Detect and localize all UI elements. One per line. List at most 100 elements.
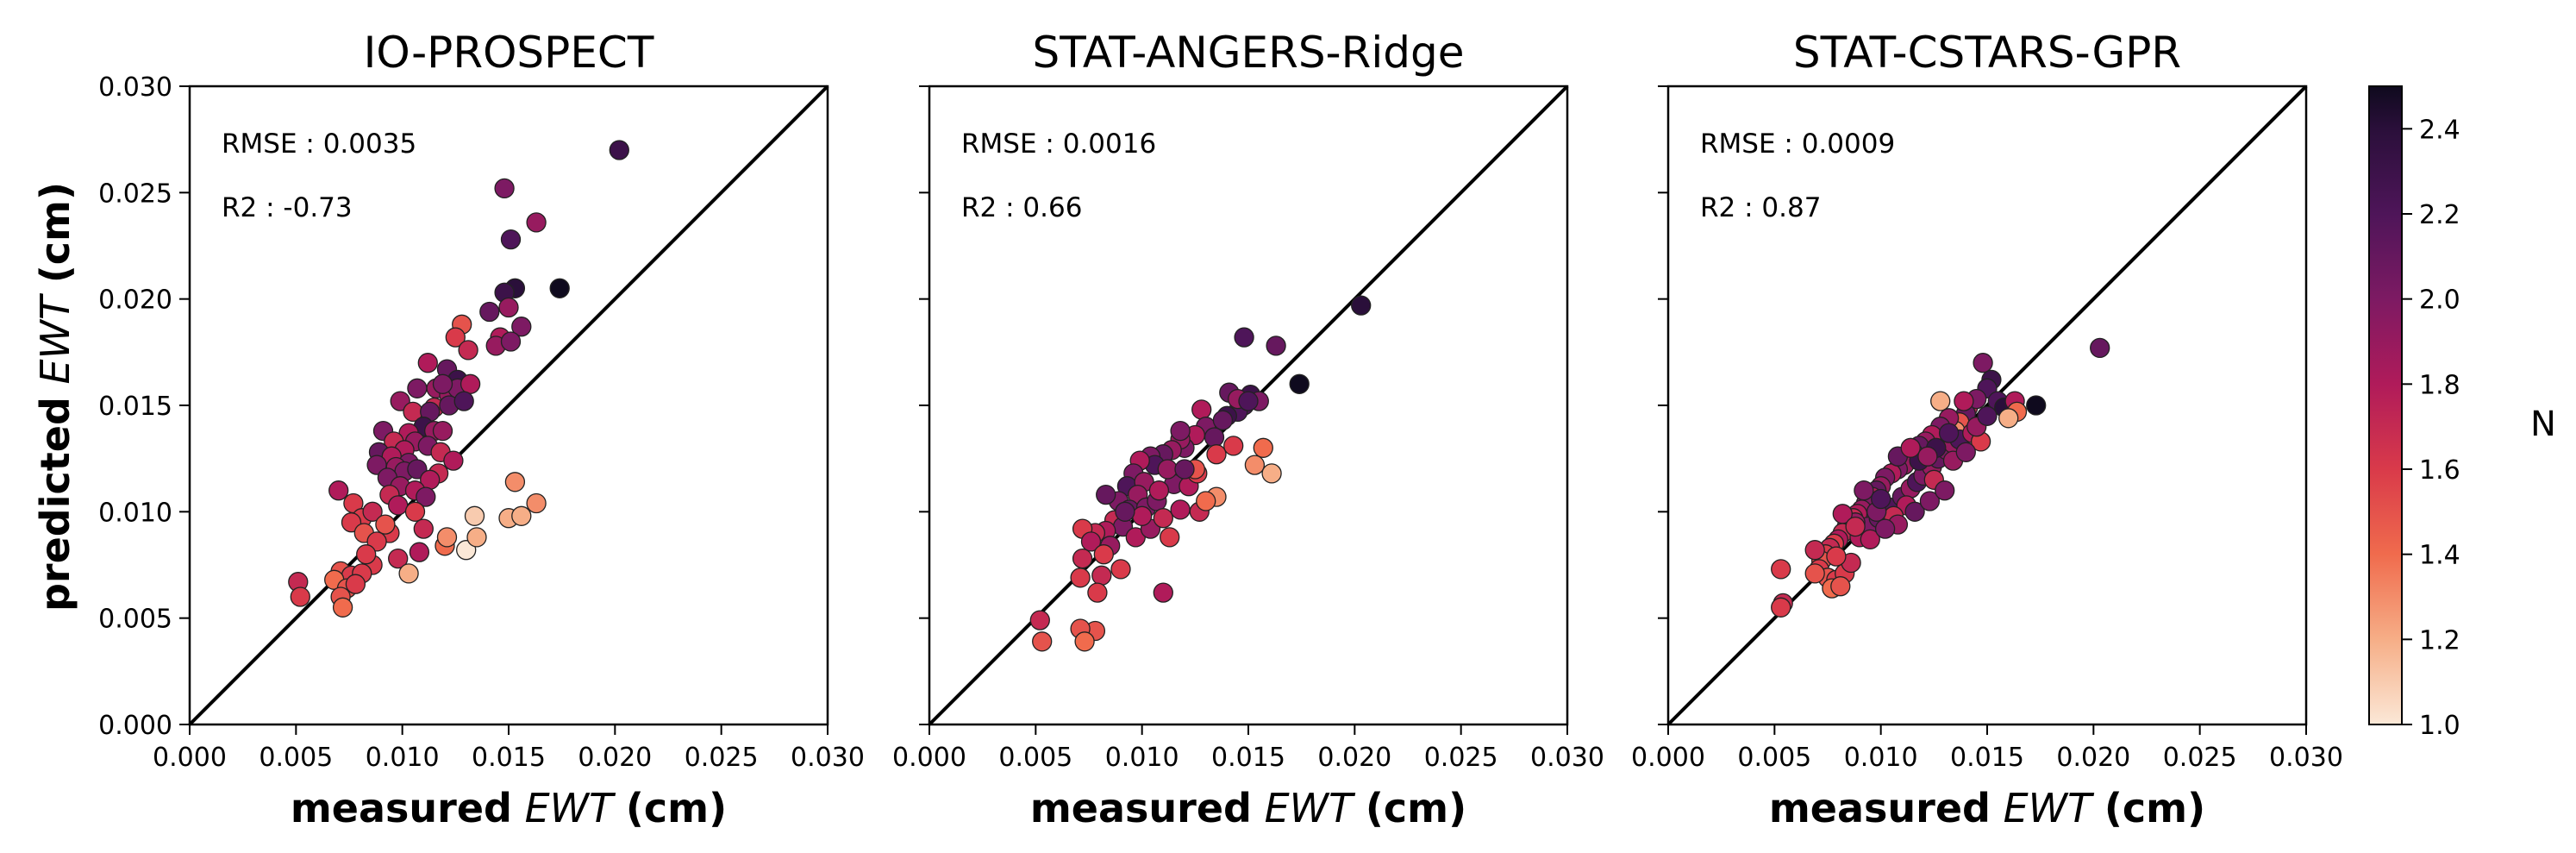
scatter-panel-3: 0.000 0.005 0.010 0.015 0.020 0.025 0.030 STAT-…: [1631, 28, 2343, 831]
y-tick-label: 0.000: [98, 711, 172, 741]
data-point: [432, 420, 453, 442]
data-point: [1826, 546, 1847, 567]
x-axis-label-var: EWT: [525, 785, 617, 831]
colorbar-tick-label: 1.8: [2419, 370, 2460, 400]
data-point: [511, 505, 532, 526]
data-point: [1080, 531, 1102, 552]
colorbar-tick-label: 1.4: [2419, 541, 2460, 571]
data-point: [1153, 582, 1173, 603]
scatter-points: [1771, 337, 2110, 618]
data-point: [549, 278, 570, 298]
x-tick-label: 0.015: [472, 743, 546, 773]
data-point: [1900, 437, 1921, 458]
data-point: [464, 505, 485, 526]
data-point: [526, 492, 547, 514]
y-tick-label: 0.025: [98, 179, 172, 209]
data-point: [526, 212, 547, 233]
data-point: [409, 542, 430, 562]
data-point: [1072, 548, 1093, 569]
data-point: [1148, 480, 1170, 501]
colorbar-tick-label: 1.6: [2419, 455, 2460, 486]
data-point: [1206, 444, 1227, 465]
data-point: [1074, 631, 1095, 652]
x-tick-label: 0.010: [366, 743, 440, 773]
data-point: [1860, 529, 1880, 550]
scatter-points: [288, 140, 629, 618]
y-axis-label-unit: (cm): [32, 182, 78, 283]
data-point: [1244, 455, 1266, 475]
data-point: [1032, 631, 1053, 652]
data-point: [1170, 420, 1191, 442]
data-point: [1261, 463, 1282, 484]
x-tick-label: 0.010: [1844, 743, 1918, 773]
data-point: [1110, 559, 1131, 580]
y-tick-label: 0.005: [98, 605, 172, 635]
data-point: [332, 597, 353, 618]
data-point: [404, 501, 426, 522]
x-tick-label: 0.030: [791, 743, 865, 773]
x-axis-label-bold: measured: [291, 785, 512, 831]
data-point: [290, 586, 310, 607]
data-point: [466, 527, 487, 548]
colorbar-tick-label: 1.2: [2419, 625, 2460, 655]
colorbar-label: N: [2530, 405, 2556, 444]
data-point: [1874, 518, 1896, 539]
x-tick-label: 0.000: [892, 743, 966, 773]
x-axis-label-unit: (cm): [1366, 785, 1466, 831]
x-tick-label: 0.015: [1211, 743, 1285, 773]
data-point: [511, 317, 532, 337]
x-axis-label-unit: (cm): [2104, 785, 2205, 831]
r2-annotation: R2 : 0.87: [1700, 192, 1821, 223]
data-point: [1845, 516, 1866, 537]
data-point: [398, 563, 419, 584]
data-point: [328, 480, 349, 501]
data-point: [1132, 505, 1153, 526]
x-tick-label: 0.000: [1631, 743, 1705, 773]
data-point: [1157, 459, 1178, 480]
x-axis-label-var: EWT: [1265, 785, 1357, 831]
one-to-one-line: [1666, 85, 2308, 726]
data-point: [1917, 446, 1938, 467]
x-axis-label-var: EWT: [2004, 785, 2096, 831]
panel-title: STAT-CSTARS-GPR: [1793, 28, 2181, 78]
data-point: [436, 527, 458, 548]
y-tick-label: 0.030: [98, 72, 172, 103]
data-point: [1196, 491, 1216, 511]
colorbar-ticks: 1.0 1.2 1.4 1.6 1.8 2.0 2.2 2.4: [2402, 115, 2460, 741]
y-tick-label: 0.020: [98, 285, 172, 316]
data-point: [1289, 373, 1310, 394]
data-point: [1091, 565, 1112, 586]
panel-title: IO-PROSPECT: [364, 28, 654, 78]
data-point: [1029, 610, 1050, 630]
data-point: [1804, 563, 1825, 584]
colorbar-tick-label: 2.4: [2419, 115, 2460, 145]
x-tick-label: 0.025: [685, 743, 759, 773]
data-point: [1771, 597, 1791, 618]
data-point: [1266, 336, 1286, 356]
data-point: [1204, 427, 1225, 448]
y-axis-label: predicted EWT (cm): [32, 182, 78, 612]
data-point: [2026, 395, 2047, 416]
data-point: [504, 472, 526, 492]
x-tick-label: 0.030: [2269, 743, 2343, 773]
data-point: [1830, 576, 1851, 597]
y-axis-label-var: EWT: [32, 292, 78, 385]
data-point: [1977, 405, 1998, 426]
data-point: [609, 140, 629, 160]
y-axis-label-bold: predicted: [32, 397, 78, 612]
x-tick-label: 0.010: [1105, 743, 1179, 773]
data-point: [443, 450, 464, 471]
data-point: [1115, 501, 1135, 522]
colorbar-tick-label: 2.2: [2419, 200, 2460, 230]
data-point: [1234, 327, 1254, 348]
x-axis-label: measured EWT (cm): [1030, 785, 1466, 831]
data-point: [498, 297, 519, 318]
data-point: [1174, 459, 1195, 480]
colorbar-tick-label: 2.0: [2419, 285, 2460, 316]
data-point: [407, 378, 428, 398]
data-point: [1070, 568, 1091, 588]
data-point: [356, 544, 377, 565]
x-tick-label: 0.020: [578, 743, 652, 773]
x-axis-label: measured EWT (cm): [1769, 785, 2205, 831]
x-axis-label-bold: measured: [1030, 785, 1252, 831]
